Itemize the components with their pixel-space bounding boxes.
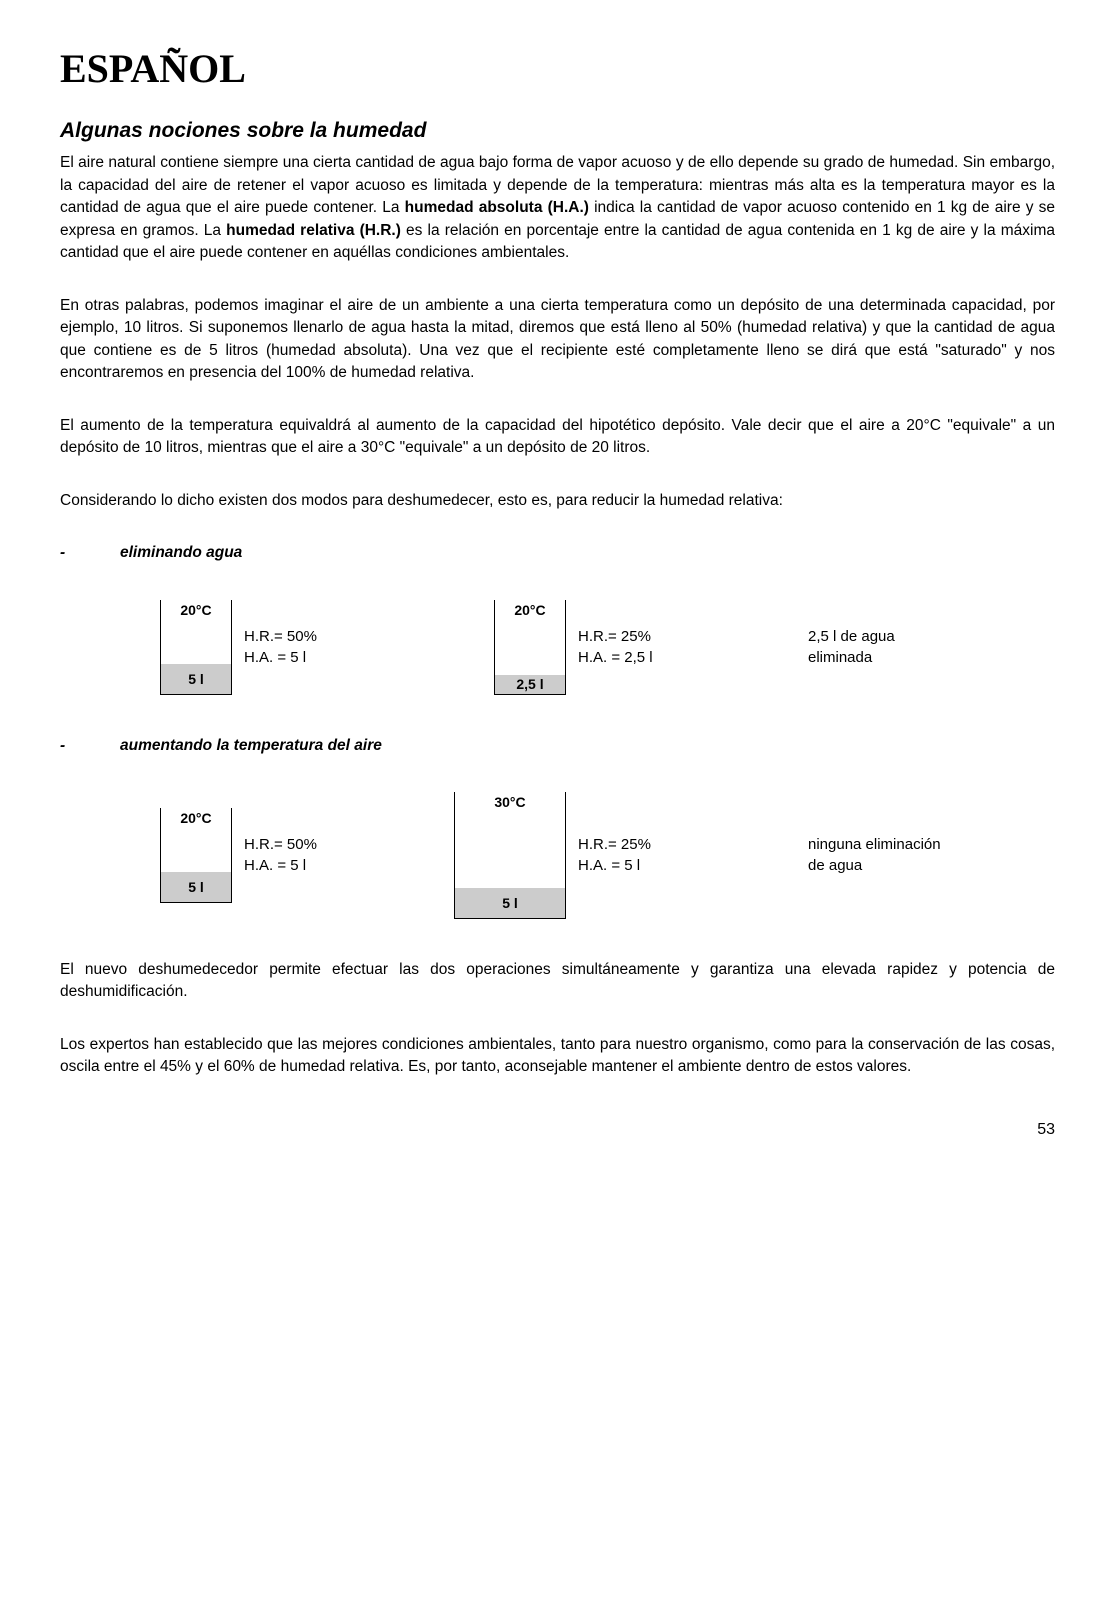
result-line-2: de agua: [808, 855, 941, 876]
paragraph-1: El aire natural contiene siempre una cie…: [60, 152, 1055, 264]
container-right: 30°C 5 l: [454, 792, 566, 918]
hr-label: H.R.= 25%: [578, 834, 708, 855]
ha-label: H.A. = 5 l: [244, 647, 374, 668]
temp-label: 20°C: [495, 600, 565, 620]
labels-right: H.R.= 25% H.A. = 5 l: [578, 834, 708, 876]
container-left: 20°C 5 l: [160, 808, 232, 903]
bullet-item-2: - aumentando la temperatura del aire: [60, 735, 1055, 757]
container-right: 20°C 2,5 l: [494, 600, 566, 695]
labels-left: H.R.= 50% H.A. = 5 l: [244, 626, 374, 668]
ha-label: H.A. = 2,5 l: [578, 647, 708, 668]
result-line-2: eliminada: [808, 647, 895, 668]
empty-space: [455, 813, 565, 888]
result-line-1: ninguna eliminación: [808, 834, 941, 855]
paragraph-6: Los expertos han establecido que las mej…: [60, 1034, 1055, 1079]
fill-level: 5 l: [161, 872, 231, 902]
bullet-text-1: eliminando agua: [120, 542, 242, 564]
bullet-dash: -: [60, 735, 120, 757]
page-title: ESPAÑOL: [60, 40, 1055, 98]
bullet-item-1: - eliminando agua: [60, 542, 1055, 564]
diagram-eliminating-water: 20°C 5 l H.R.= 50% H.A. = 5 l 20°C 2,5 l…: [160, 600, 1055, 695]
ha-label: H.A. = 5 l: [244, 855, 374, 876]
empty-space: [161, 828, 231, 872]
paragraph-2: En otras palabras, podemos imaginar el a…: [60, 295, 1055, 385]
page-number: 53: [60, 1118, 1055, 1141]
bullet-text-2: aumentando la temperatura del aire: [120, 735, 382, 757]
paragraph-4: Considerando lo dicho existen dos modos …: [60, 490, 1055, 512]
temp-label: 20°C: [161, 808, 231, 828]
fill-level: 5 l: [455, 888, 565, 918]
container-left: 20°C 5 l: [160, 600, 232, 695]
paragraph-3: El aumento de la temperatura equivaldrá …: [60, 415, 1055, 460]
labels-left: H.R.= 50% H.A. = 5 l: [244, 834, 374, 876]
result-text: 2,5 l de agua eliminada: [808, 626, 895, 668]
fill-level: 2,5 l: [495, 675, 565, 694]
paragraph-5: El nuevo deshumedecedor permite efectuar…: [60, 959, 1055, 1004]
section-heading: Algunas nociones sobre la humedad: [60, 116, 1055, 146]
hr-label: H.R.= 50%: [244, 834, 374, 855]
p1-bold-2: humedad relativa (H.R.): [226, 222, 401, 239]
temp-label: 20°C: [161, 600, 231, 620]
labels-right: H.R.= 25% H.A. = 2,5 l: [578, 626, 708, 668]
fill-level: 5 l: [161, 664, 231, 694]
temp-label: 30°C: [455, 792, 565, 812]
empty-space: [495, 620, 565, 675]
bullet-dash: -: [60, 542, 120, 564]
result-line-1: 2,5 l de agua: [808, 626, 895, 647]
hr-label: H.R.= 50%: [244, 626, 374, 647]
diagram-increasing-temperature: 20°C 5 l H.R.= 50% H.A. = 5 l 30°C 5 l H…: [160, 792, 1055, 918]
p1-bold-1: humedad absoluta (H.A.): [405, 199, 589, 216]
hr-label: H.R.= 25%: [578, 626, 708, 647]
result-text: ninguna eliminación de agua: [808, 834, 941, 876]
empty-space: [161, 620, 231, 664]
ha-label: H.A. = 5 l: [578, 855, 708, 876]
